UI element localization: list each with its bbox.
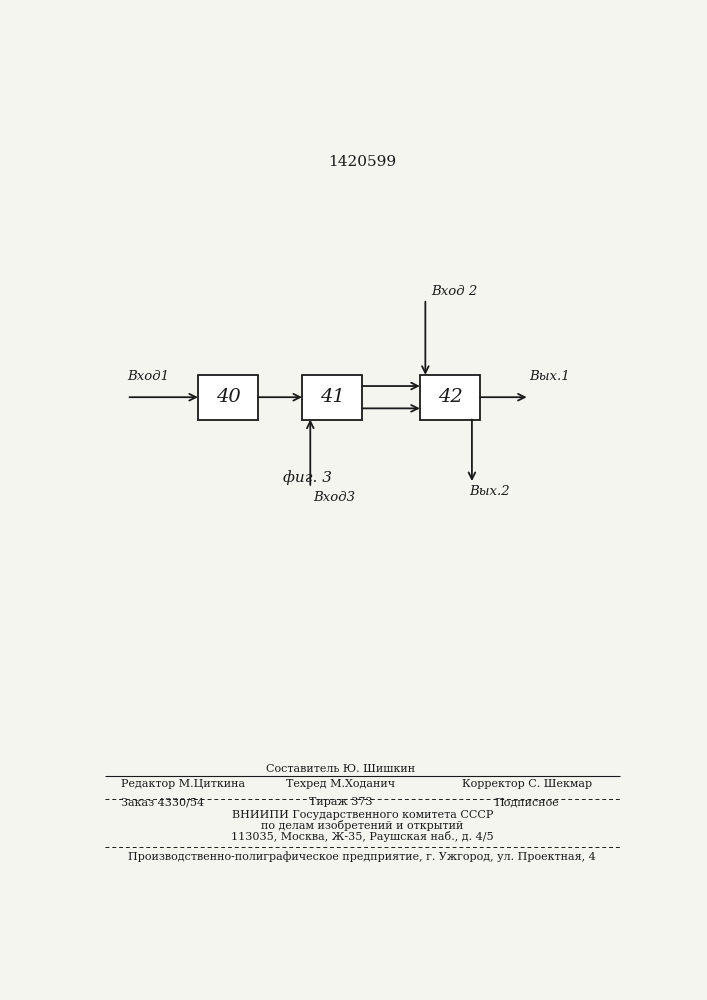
Text: Тираж 373: Тираж 373 — [309, 797, 372, 807]
Text: 40: 40 — [216, 388, 240, 406]
Text: Подписное: Подписное — [494, 797, 559, 807]
Text: Вых.1: Вых.1 — [530, 370, 570, 383]
Text: по делам изобретений и открытий: по делам изобретений и открытий — [261, 820, 464, 831]
Text: Редактор М.Циткина: Редактор М.Циткина — [122, 779, 245, 789]
Text: 1420599: 1420599 — [328, 155, 397, 169]
Text: 41: 41 — [320, 388, 344, 406]
Text: 42: 42 — [438, 388, 462, 406]
Text: Вход3: Вход3 — [313, 491, 355, 504]
Text: Производственно-полиграфическое предприятие, г. Ужгород, ул. Проектная, 4: Производственно-полиграфическое предприя… — [129, 851, 596, 862]
Text: фиг. 3: фиг. 3 — [283, 471, 332, 485]
Text: 113035, Москва, Ж-35, Раушская наб., д. 4/5: 113035, Москва, Ж-35, Раушская наб., д. … — [231, 831, 493, 842]
Bar — [302, 375, 363, 420]
Text: Заказ 4330/54: Заказ 4330/54 — [122, 797, 204, 807]
Text: Вых.2: Вых.2 — [469, 485, 510, 498]
Text: Корректор С. Шекмар: Корректор С. Шекмар — [462, 779, 592, 789]
Bar — [198, 375, 258, 420]
Text: Вход 2: Вход 2 — [431, 285, 477, 298]
Bar — [420, 375, 480, 420]
Text: Техред М.Ходанич: Техред М.Ходанич — [286, 779, 395, 789]
Text: Вход1: Вход1 — [127, 370, 169, 383]
Text: Составитель Ю. Шишкин: Составитель Ю. Шишкин — [266, 764, 415, 774]
Text: ВНИИПИ Государственного комитета СССР: ВНИИПИ Государственного комитета СССР — [232, 810, 493, 820]
